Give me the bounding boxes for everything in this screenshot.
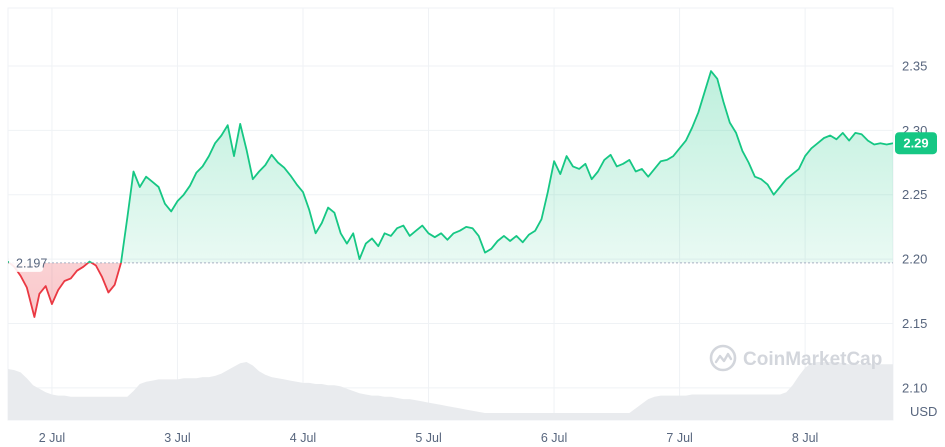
x-tick-label: 5 Jul bbox=[415, 431, 441, 445]
x-tick-label: 8 Jul bbox=[792, 431, 818, 445]
volume-bars bbox=[8, 362, 893, 420]
svg-text:2.197: 2.197 bbox=[16, 256, 47, 270]
y-tick-label: 2.20 bbox=[902, 252, 927, 267]
x-tick-label: 7 Jul bbox=[666, 431, 692, 445]
y-tick-label: 2.15 bbox=[902, 316, 927, 331]
svg-text:2.29: 2.29 bbox=[903, 136, 928, 151]
watermark-text: CoinMarketCap bbox=[743, 349, 882, 370]
y-tick-label: 2.35 bbox=[902, 58, 927, 73]
baseline-label: 2.197 bbox=[9, 254, 47, 272]
x-tick-label: 6 Jul bbox=[541, 431, 567, 445]
y-axis: 2.102.152.202.252.302.35 bbox=[902, 58, 927, 395]
coinmarketcap-logo-icon bbox=[709, 344, 737, 372]
x-tick-label: 3 Jul bbox=[164, 431, 190, 445]
watermark: CoinMarketCap bbox=[709, 344, 882, 372]
y-tick-label: 2.10 bbox=[902, 380, 927, 395]
area-fill-down bbox=[9, 262, 121, 317]
area-fill-up bbox=[8, 71, 893, 263]
current-price-badge: 2.29 bbox=[895, 132, 937, 155]
y-tick-label: 2.25 bbox=[902, 187, 927, 202]
x-tick-label: 4 Jul bbox=[290, 431, 316, 445]
price-line-up bbox=[8, 70, 893, 263]
volume-area bbox=[8, 362, 893, 420]
currency-label: USD bbox=[910, 404, 937, 419]
x-axis: 2 Jul 3 Jul 4 Jul 5 Jul 6 Jul 7 Jul 8 Jul bbox=[39, 431, 819, 445]
x-tick-label: 2 Jul bbox=[39, 431, 65, 445]
